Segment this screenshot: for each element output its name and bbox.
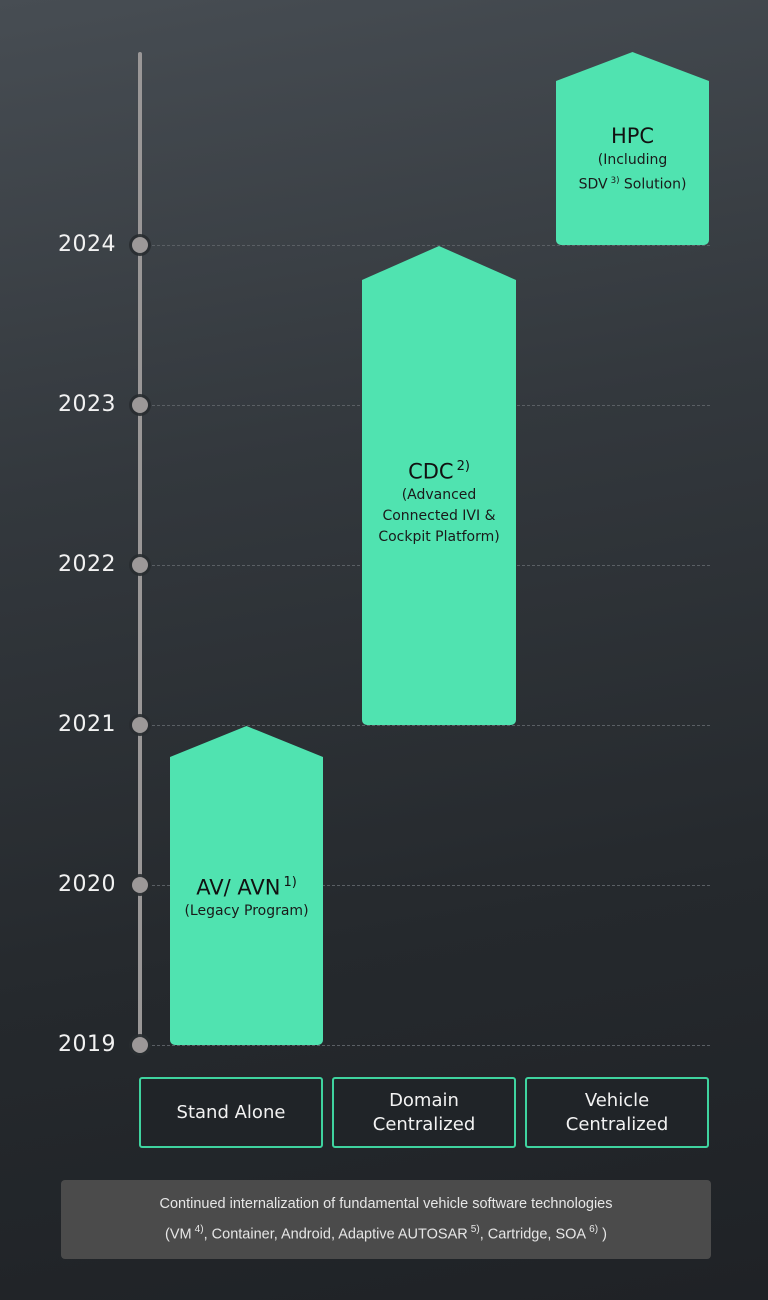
year-label: 2024 <box>58 232 116 257</box>
bar-subtitle: (Including SDV 3) Solution) <box>578 152 687 193</box>
bar-title: AV/ AVN 1) <box>196 875 297 900</box>
bar-subtitle: (Advanced Connected IVI & Cockpit Platfo… <box>378 487 500 546</box>
year-dot-icon <box>132 877 148 893</box>
year-label: 2023 <box>58 392 116 417</box>
footer-note: Continued internalization of fundamental… <box>61 1180 711 1259</box>
year-dot-icon <box>132 717 148 733</box>
bar-label: AV/ AVN 1) (Legacy Program) <box>170 869 323 922</box>
gridline <box>152 1045 710 1046</box>
year-label: 2021 <box>58 712 116 737</box>
bar-title: CDC 2) <box>408 459 470 484</box>
gridline <box>152 885 710 886</box>
year-dot-icon <box>132 557 148 573</box>
year-dot-icon <box>132 237 148 253</box>
year-label: 2019 <box>58 1032 116 1057</box>
year-label: 2020 <box>58 872 116 897</box>
bar-title: HPC <box>610 124 655 148</box>
bar-av-avn: AV/ AVN 1) (Legacy Program) <box>170 726 323 1045</box>
year-dot-icon <box>132 397 148 413</box>
bar-cdc: CDC 2) (Advanced Connected IVI & Cockpit … <box>362 246 516 725</box>
gridline <box>152 245 710 246</box>
bar-label: CDC 2) (Advanced Connected IVI & Cockpit … <box>362 453 516 548</box>
timeline-line <box>138 52 142 1045</box>
year-label: 2022 <box>58 552 116 577</box>
bar-label: HPC (Including SDV 3) Solution) <box>556 122 709 196</box>
bar-hpc: HPC (Including SDV 3) Solution) <box>556 52 709 245</box>
bar-subtitle: (Legacy Program) <box>184 903 309 920</box>
category-stand-alone: Stand Alone <box>139 1077 323 1148</box>
category-vehicle-centralized: Vehicle Centralized <box>525 1077 709 1148</box>
category-domain-centralized: Domain Centralized <box>332 1077 516 1148</box>
year-dot-icon <box>132 1037 148 1053</box>
footer-line-1: Continued internalization of fundamental… <box>159 1196 613 1213</box>
gridline <box>152 725 710 726</box>
footer-line-2: (VM 4), Container, Android, Adaptive AUTO… <box>165 1224 607 1243</box>
